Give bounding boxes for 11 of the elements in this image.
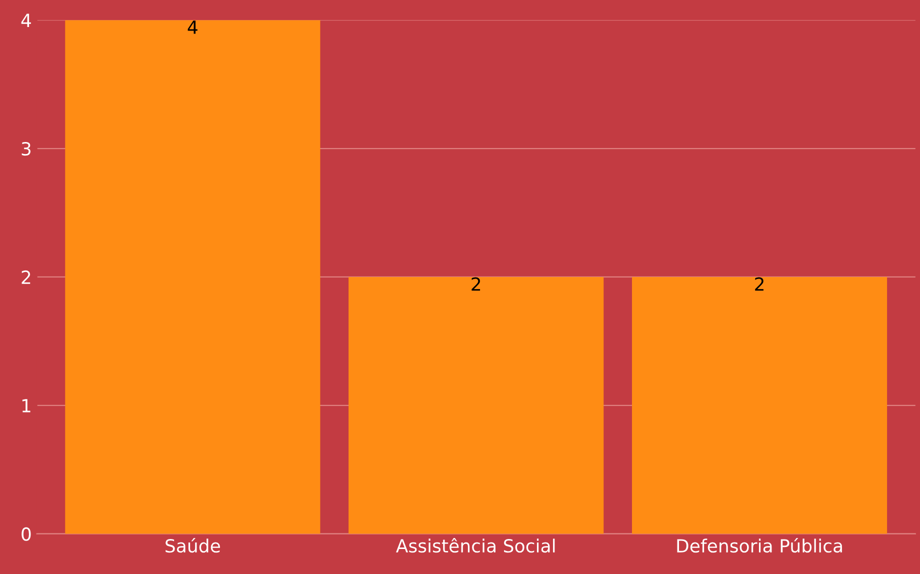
data-label: 4 (188, 20, 198, 34)
x-tick-label: Assistência Social (396, 538, 555, 553)
y-tick-label: 0 (22, 527, 31, 541)
y-tick-label: 3 (22, 142, 30, 156)
x-tick-label: Defensoria Pública (677, 538, 842, 553)
x-tick-label: Saúde (166, 538, 220, 553)
data-label: 2 (472, 277, 480, 291)
y-tick-label: 4 (21, 14, 31, 27)
y-tick-label: 2 (22, 270, 30, 284)
y-tick-label: 1 (22, 399, 30, 412)
data-label: 2 (755, 277, 764, 291)
